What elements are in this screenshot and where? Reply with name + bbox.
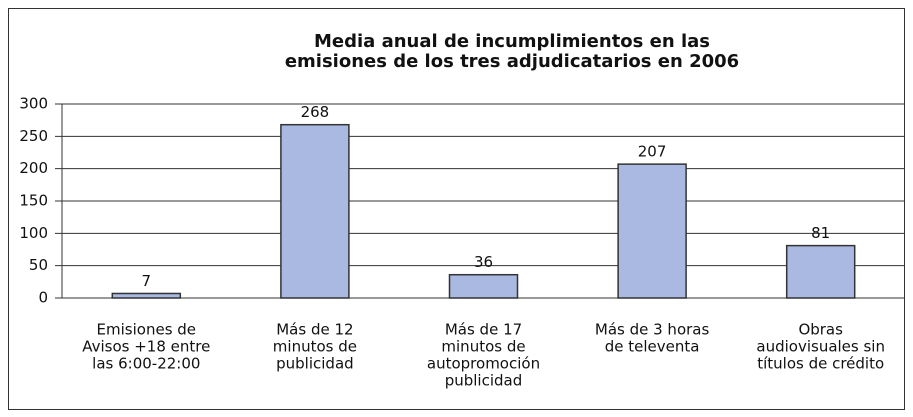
x-tick-label: publicidad (276, 355, 354, 373)
y-tick-label: 250 (19, 127, 48, 145)
bar (111, 292, 182, 299)
x-tick-label: autopromoción (427, 355, 540, 373)
x-tick-label: audiovisuales sin (756, 338, 885, 356)
bar (448, 273, 519, 299)
y-tick-label: 50 (29, 256, 48, 274)
chart-frame (8, 8, 905, 410)
x-tick-label: títulos de crédito (757, 355, 884, 373)
data-label: 7 (142, 272, 152, 290)
x-tick-label: Obras (798, 321, 843, 339)
chart-title: Media anual de incumplimientos en las (314, 31, 710, 52)
x-tick-label: de televenta (605, 338, 700, 356)
x-tick-label: publicidad (445, 372, 523, 390)
data-label: 81 (811, 224, 830, 242)
y-tick-label: 300 (19, 95, 48, 113)
y-tick-label: 200 (19, 159, 48, 177)
y-tick-label: 100 (19, 224, 48, 242)
x-tick-label: Emisiones de (97, 321, 197, 339)
bar (280, 123, 350, 299)
x-tick-label: Avisos +18 entre (82, 338, 210, 356)
x-tick-label: Más de 3 horas (595, 321, 710, 339)
x-tick-label: Más de 12 (276, 321, 353, 339)
data-label: 207 (638, 143, 667, 161)
bar (785, 244, 856, 299)
chart-title: emisiones de los tres adjudicatarios en … (285, 51, 739, 72)
bar (617, 163, 687, 299)
x-tick-label: minutos de (441, 338, 525, 356)
y-tick-label: 150 (19, 192, 48, 210)
y-tick-label: 0 (38, 289, 48, 307)
data-label: 268 (301, 103, 330, 121)
x-tick-label: las 6:00-22:00 (92, 355, 200, 373)
x-tick-label: Más de 17 (445, 321, 522, 339)
x-tick-label: minutos de (273, 338, 357, 356)
data-label: 36 (474, 253, 493, 271)
